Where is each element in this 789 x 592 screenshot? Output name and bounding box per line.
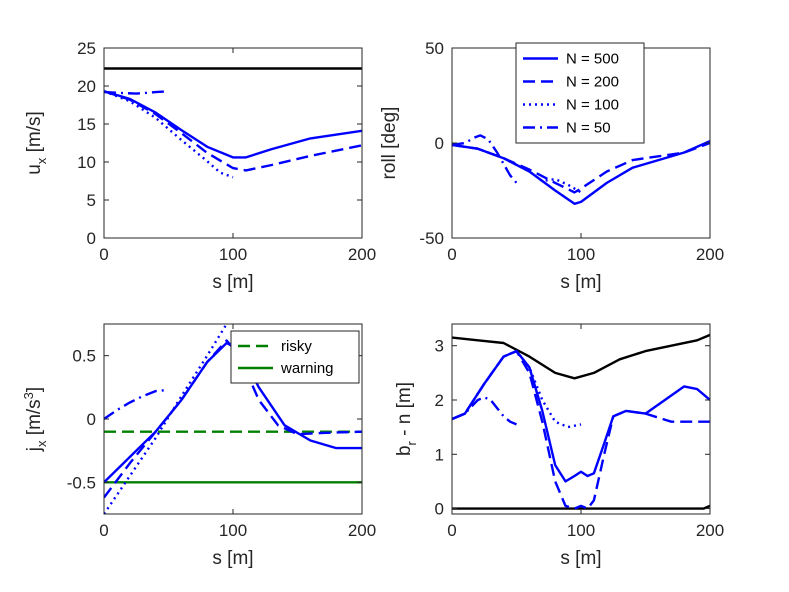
legend-entry: N = 100	[566, 97, 619, 114]
x-tick-label: 200	[696, 521, 724, 540]
y-tick-label: 0	[87, 410, 96, 429]
series-n-100	[104, 90, 234, 179]
y-tick-label: 0	[435, 134, 444, 153]
series-n-100	[452, 349, 582, 429]
x-axis-label: s [m]	[212, 272, 253, 293]
series-n-500	[452, 140, 710, 206]
y-tick-label: 3	[435, 337, 444, 356]
y-axis-label: roll [deg]	[379, 107, 400, 180]
legend: N = 500 N = 200 N = 100 N = 50	[515, 42, 645, 144]
series-n-100	[452, 143, 582, 194]
series-n-50	[452, 134, 518, 184]
y-tick-label: 1	[435, 445, 444, 464]
legend-entry: risky	[281, 338, 312, 355]
axes-box	[451, 323, 711, 515]
y-axis-label: br - n [m]	[394, 382, 419, 456]
y-axis-label: ux [m/s]	[24, 111, 49, 175]
x-tick-label: 0	[99, 521, 108, 540]
y-tick-label: 15	[77, 115, 96, 134]
y-tick-label: -50	[419, 229, 444, 248]
y-tick-label: 0.5	[72, 347, 96, 366]
y-tick-label: 0	[435, 500, 444, 519]
y-tick-label: 5	[87, 191, 96, 210]
chart-brn: 0 100 200 0 1 2 3 s [m] br - n [m]	[394, 323, 724, 569]
plot-area	[452, 134, 710, 206]
series-n-200	[452, 141, 710, 194]
y-tick-label: 0	[87, 229, 96, 248]
legend-entry: N = 50	[566, 120, 611, 137]
legend-entry: N = 500	[566, 51, 619, 68]
series-n-500	[104, 90, 362, 159]
x-tick-label: 200	[348, 521, 376, 540]
x-tick-label: 100	[219, 521, 247, 540]
chart-jx: 0 100 200 -0.5 0 0.5 s [m] jx [m/s3] risky warnin…	[21, 323, 376, 569]
plot-area	[452, 333, 710, 510]
y-tick-label: 25	[77, 39, 96, 58]
x-tick-label: 0	[99, 245, 108, 264]
y-tick-label: 2	[435, 391, 444, 410]
x-axis-label: s [m]	[212, 548, 253, 569]
series-upper-bound	[452, 333, 710, 380]
series-n-50	[452, 396, 517, 426]
series-n-200	[452, 349, 710, 510]
x-axis-label: s [m]	[560, 272, 601, 293]
x-axis-label: s [m]	[560, 548, 601, 569]
series-n-50	[104, 90, 169, 95]
x-tick-label: 100	[219, 245, 247, 264]
y-tick-label: 20	[77, 77, 96, 96]
x-tick-label: 200	[348, 245, 376, 264]
x-tick-label: 100	[567, 245, 595, 264]
x-tick-label: 0	[447, 521, 456, 540]
series-n-500	[452, 349, 710, 483]
series-lower-bound	[452, 504, 710, 510]
legend-entry: N = 200	[566, 74, 619, 91]
y-tick-label: 50	[425, 39, 444, 58]
series-n-50	[104, 388, 169, 420]
plot-area	[104, 67, 362, 179]
axes-box	[103, 47, 363, 239]
y-tick-label: 10	[77, 153, 96, 172]
y-axis-label: jx [m/s3]	[21, 387, 49, 452]
x-tick-label: 200	[696, 245, 724, 264]
y-tick-label: -0.5	[67, 473, 96, 492]
x-tick-label: 100	[567, 521, 595, 540]
legend-entry: warning	[280, 360, 334, 377]
chart-ux: 0 100 200 0 5 10 15 20 25 s [m] ux [m/s]	[24, 39, 376, 293]
legend: risky warning	[230, 330, 360, 384]
series-n-200	[104, 90, 362, 172]
x-tick-label: 0	[447, 245, 456, 264]
